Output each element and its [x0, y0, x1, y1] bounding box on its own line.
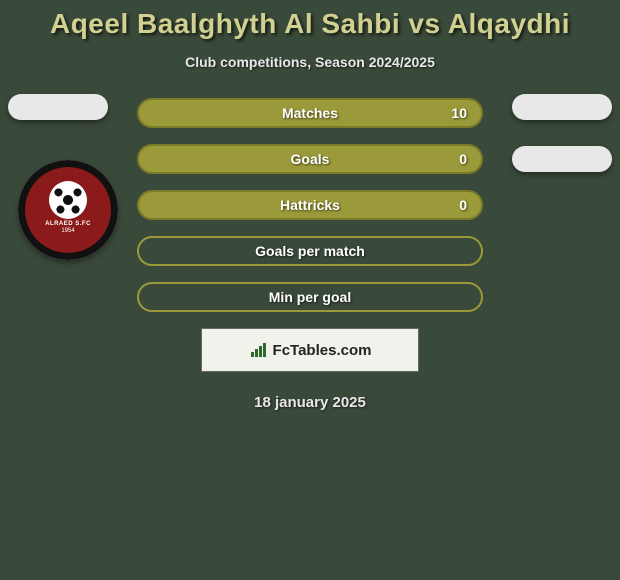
stat-value: 0 — [459, 197, 467, 213]
stat-label: Goals per match — [255, 243, 365, 259]
stat-row: Min per goal — [137, 282, 483, 312]
stat-label: Matches — [282, 105, 338, 121]
stat-label: Min per goal — [269, 289, 351, 305]
player-right-avatar-placeholder — [512, 94, 612, 120]
stat-row: Matches 10 — [137, 98, 483, 128]
stat-label: Goals — [291, 151, 330, 167]
stat-bar-min-per-goal: Min per goal — [137, 282, 483, 312]
comparison-content: ALRAED S.FC 1954 Matches 10 Goals 0 Hatt… — [0, 98, 620, 411]
stat-bar-goals: Goals 0 — [137, 144, 483, 174]
chart-icon — [249, 341, 267, 359]
stat-row: Goals per match — [137, 236, 483, 266]
club-year: 1954 — [61, 228, 74, 234]
stat-bar-goals-per-match: Goals per match — [137, 236, 483, 266]
stat-bar-matches: Matches 10 — [137, 98, 483, 128]
stat-label: Hattricks — [280, 197, 340, 213]
club-name: ALRAED S.FC — [45, 221, 91, 227]
stat-row: Hattricks 0 — [137, 190, 483, 220]
stat-bars: Matches 10 Goals 0 Hattricks 0 Goals per… — [137, 98, 483, 312]
stat-value: 0 — [459, 151, 467, 167]
player-left-avatar-placeholder — [8, 94, 108, 120]
player-left-club-logo: ALRAED S.FC 1954 — [18, 160, 118, 260]
player-right-club-placeholder — [512, 146, 612, 172]
stat-row: Goals 0 — [137, 144, 483, 174]
soccer-ball-icon — [49, 181, 87, 219]
date-text: 18 january 2025 — [8, 394, 612, 411]
stat-value: 10 — [451, 105, 467, 121]
attribution-badge: FcTables.com — [201, 328, 419, 372]
attribution-text: FcTables.com — [273, 342, 372, 359]
page-title: Aqeel Baalghyth Al Sahbi vs Alqaydhi — [0, 8, 620, 40]
stat-bar-hattricks: Hattricks 0 — [137, 190, 483, 220]
subtitle: Club competitions, Season 2024/2025 — [0, 54, 620, 70]
